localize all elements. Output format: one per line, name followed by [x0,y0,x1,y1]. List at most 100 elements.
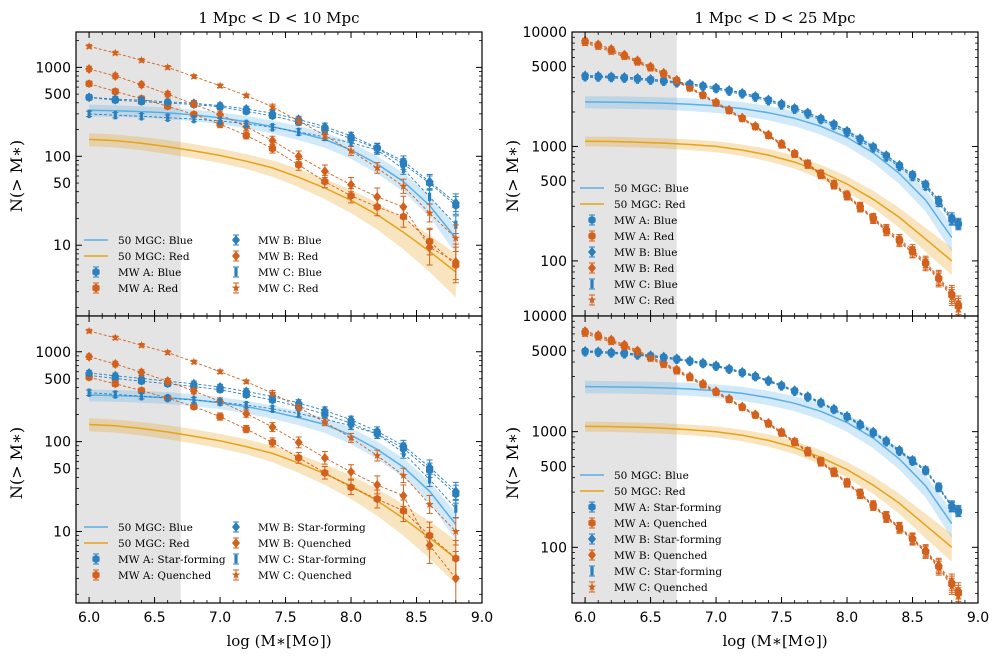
data-point [137,79,146,90]
legend-label: 50 MGC: Blue [614,183,689,195]
legend-label: MW A: Star-forming [614,502,722,514]
legend-marker [588,263,596,273]
axes-frame [75,315,483,604]
data-point [320,452,329,463]
data-point [137,340,146,349]
y-tick-label: 10000 [522,25,567,41]
data-point [189,386,198,397]
legend-label: MW A: Quenched [118,570,212,582]
data-point [711,388,721,397]
y-tick-label: 500 [540,174,567,190]
data-point [111,94,120,105]
data-point [954,591,963,600]
data-point [777,429,786,437]
legend-marker [92,283,100,293]
x-tick-label: 6.0 [78,610,100,626]
legend-label: MW A: Red [118,283,178,295]
data-point [270,404,275,413]
data-point [711,99,721,108]
data-point [921,548,930,557]
data-point [884,153,888,162]
data-point [425,208,434,217]
data-point [139,392,144,401]
x-tick-label: 8.5 [901,610,923,626]
panel-top-left: 10 50 100 500 1000 50 MGC: Blue 50 MGC: Red MW … [35,31,483,317]
data-point [163,96,172,107]
axes-frame [571,315,979,604]
data-point [950,503,954,512]
series-mw-a-quenched [85,373,460,578]
legend-label: MW B: Star-forming [258,522,366,534]
data-point [268,438,277,447]
legend-label: MW A: Blue [118,267,181,279]
data-point [111,333,120,342]
legend-marker [92,267,100,277]
axis-ticks [571,315,979,603]
series-mw-c-quenched [580,329,963,603]
series-line [89,392,457,509]
panels: 10 50 100 500 1000 50 MGC: Blue 50 MGC: Red MW … [35,25,989,626]
data-point [451,256,460,267]
data-point [401,164,406,174]
data-point [294,403,303,411]
y-tick-label: 100 [540,540,567,556]
data-point [816,458,825,467]
mgc-red-band [89,133,456,298]
panel-top-right: 100 500 1000 5000 10000 50 MGC: Blue 50 MGC: R… [522,25,979,317]
xlabel-left: log (M∗[M⊙]) [226,632,331,650]
legend: 50 MGC: Blue 50 MGC: Red MW A: Blue MW A: R… [580,183,689,307]
y-tick-label: 50 [53,462,71,478]
data-point [349,138,353,147]
data-point [806,393,810,402]
y-tick-label: 1000 [35,60,71,76]
legend-label: MW C: Star-forming [258,554,366,566]
data-point [698,381,708,389]
data-point [727,365,731,374]
series-line [89,113,457,226]
panel-bottom-left: 10 50 100 500 1000 6.0 6.5 7.0 7.5 8.0 8.5 9.0 50 MG… [35,315,493,626]
data-point [428,192,432,202]
ylabel-bottom-right: N(> M∗) [503,427,522,499]
axis-ticks [75,316,483,603]
data-point [766,377,771,386]
data-point [727,87,731,96]
data-point [819,115,823,125]
data-point [454,504,458,513]
y-tick-label: 5000 [531,344,567,360]
data-point [620,342,629,351]
data-point [373,163,382,172]
data-point [399,440,408,451]
data-point [714,84,718,94]
data-point [672,77,681,86]
data-point [622,74,626,83]
y-tick-label: 1000 [35,345,71,361]
data-point [139,112,144,121]
y-tick-label: 500 [44,372,71,388]
mgc-red-band [585,136,952,276]
data-point [189,99,198,110]
data-point [297,127,301,137]
data-point [790,150,799,159]
data-point [646,354,655,363]
data-point [111,87,119,96]
y-tick-label: 100 [44,435,71,451]
data-point [451,527,460,535]
data-point [659,70,668,79]
data-point [583,348,587,357]
data-point [294,437,303,448]
series-line [585,76,959,226]
data-point [346,433,356,442]
data-point [685,374,695,382]
data-point [594,42,603,51]
data-point [321,177,329,186]
plot-area [76,316,460,603]
y-tick-label: 5000 [531,59,567,75]
data-point [349,421,353,430]
data-point [320,131,329,139]
data-point [685,84,695,93]
title-left: 1 Mpc < D < 10 Mpc [198,9,359,27]
data-point [137,386,146,395]
y-tick-label: 50 [53,176,71,192]
data-point [399,201,408,212]
data-point [451,573,460,584]
